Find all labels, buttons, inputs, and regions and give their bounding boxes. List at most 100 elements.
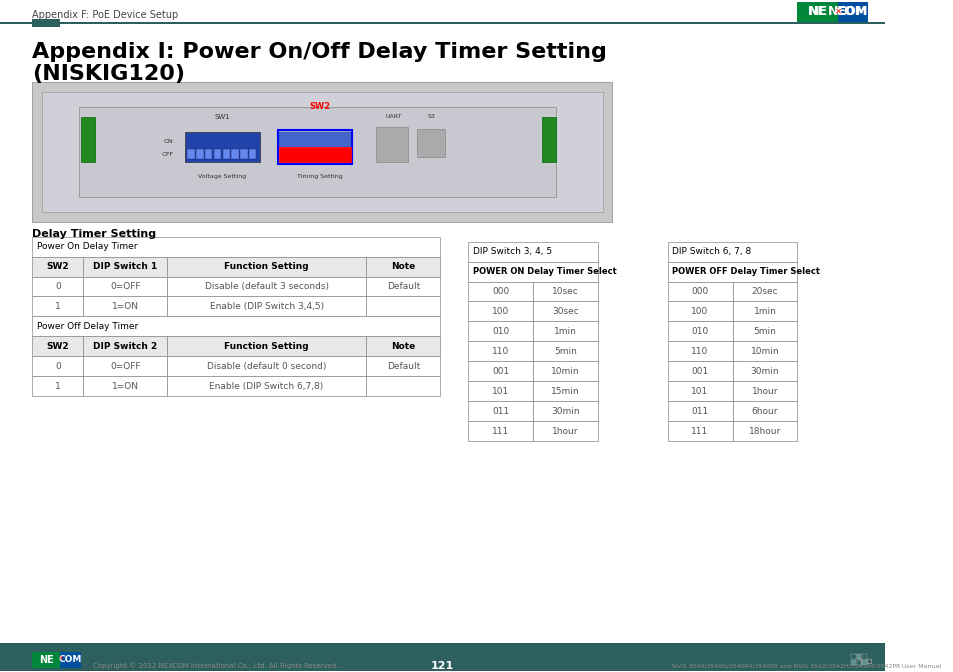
Text: 101: 101 — [691, 387, 708, 396]
Bar — [852, 654, 856, 658]
Bar — [32, 257, 83, 276]
Bar — [533, 421, 598, 442]
Text: 5min: 5min — [554, 347, 577, 356]
Bar — [667, 381, 732, 401]
Bar — [240, 149, 248, 159]
Bar — [83, 376, 167, 396]
Text: POWER ON Delay Timer Select: POWER ON Delay Timer Select — [473, 267, 616, 276]
Bar — [862, 654, 866, 659]
Bar — [32, 82, 611, 222]
Bar — [667, 341, 732, 362]
Bar — [366, 376, 440, 396]
Bar — [866, 654, 870, 658]
Bar — [862, 654, 865, 658]
Bar — [850, 660, 855, 665]
Text: SW1: SW1 — [214, 114, 231, 120]
Bar — [542, 117, 556, 162]
Text: Copyright © 2012 NEXCOM International Co., Ltd. All Rights Reserved.: Copyright © 2012 NEXCOM International Co… — [32, 669, 277, 672]
Text: SW2: SW2 — [47, 342, 70, 351]
Bar — [32, 276, 83, 296]
Bar — [366, 257, 440, 276]
Text: NE: NE — [807, 5, 827, 18]
Text: (NISKIG120): (NISKIG120) — [32, 64, 185, 84]
Text: 001: 001 — [691, 367, 708, 376]
Bar — [167, 337, 366, 356]
Bar — [852, 659, 856, 663]
Text: Function Setting: Function Setting — [224, 262, 309, 271]
Text: 6hour: 6hour — [751, 407, 778, 416]
Bar — [732, 421, 797, 442]
Bar — [279, 146, 351, 162]
Text: Power On Delay Timer: Power On Delay Timer — [37, 242, 137, 251]
Bar — [866, 659, 870, 663]
Bar — [32, 356, 83, 376]
Bar — [32, 317, 440, 337]
Text: Appendix F: PoE Device Setup: Appendix F: PoE Device Setup — [32, 10, 178, 20]
Bar — [32, 19, 60, 27]
Text: 0: 0 — [55, 282, 61, 291]
Bar — [667, 242, 797, 261]
Text: 100: 100 — [492, 307, 509, 316]
Bar — [213, 149, 221, 159]
Bar — [732, 362, 797, 381]
Bar — [468, 321, 533, 341]
Text: Power Off Delay Timer: Power Off Delay Timer — [37, 322, 138, 331]
Text: 10sec: 10sec — [552, 287, 578, 296]
Bar — [42, 92, 602, 212]
Text: Function Setting: Function Setting — [224, 342, 309, 351]
Bar — [167, 356, 366, 376]
Text: S3: S3 — [427, 114, 435, 120]
Text: Default: Default — [386, 282, 419, 291]
Text: ✕: ✕ — [834, 7, 841, 15]
Text: SW2: SW2 — [309, 102, 330, 112]
Bar — [366, 337, 440, 356]
Bar — [856, 660, 861, 665]
Bar — [167, 276, 366, 296]
Text: Note: Note — [391, 342, 416, 351]
Bar — [468, 341, 533, 362]
Text: 011: 011 — [691, 407, 708, 416]
Text: UART: UART — [386, 114, 402, 120]
Text: 101: 101 — [492, 387, 509, 396]
Bar — [32, 337, 83, 356]
Bar — [0, 643, 883, 671]
Bar — [667, 362, 732, 381]
Text: 100: 100 — [691, 307, 708, 316]
Bar — [416, 129, 445, 157]
Bar — [533, 362, 598, 381]
Bar — [468, 421, 533, 442]
Bar — [83, 356, 167, 376]
Text: Voltage Setting: Voltage Setting — [198, 174, 246, 179]
Bar — [856, 654, 861, 659]
Text: Note: Note — [391, 262, 416, 271]
Bar — [533, 381, 598, 401]
Text: Disable (default 0 second): Disable (default 0 second) — [207, 362, 326, 371]
Text: 30min: 30min — [551, 407, 579, 416]
Bar — [0, 22, 883, 24]
Bar — [732, 381, 797, 401]
Bar — [468, 242, 598, 261]
Text: COM: COM — [835, 5, 867, 18]
Bar — [862, 659, 865, 663]
Bar — [468, 261, 598, 282]
Text: OFF: OFF — [161, 153, 173, 157]
Text: NE: NE — [807, 5, 826, 18]
Text: 1hour: 1hour — [751, 387, 778, 396]
Text: 0=OFF: 0=OFF — [110, 282, 140, 291]
Bar — [83, 276, 167, 296]
Bar — [232, 149, 238, 159]
Text: SW2: SW2 — [47, 262, 70, 271]
Bar — [732, 282, 797, 302]
Text: 15min: 15min — [551, 387, 579, 396]
Text: DIP Switch 1: DIP Switch 1 — [93, 262, 157, 271]
Bar — [196, 149, 203, 159]
Bar — [32, 296, 83, 317]
Text: COM: COM — [59, 655, 82, 665]
Bar — [797, 2, 866, 22]
Bar — [81, 117, 94, 162]
Bar — [79, 107, 556, 197]
Bar — [797, 2, 866, 22]
Bar — [32, 376, 83, 396]
Text: DIP Switch 2: DIP Switch 2 — [93, 342, 157, 351]
Bar — [167, 296, 366, 317]
